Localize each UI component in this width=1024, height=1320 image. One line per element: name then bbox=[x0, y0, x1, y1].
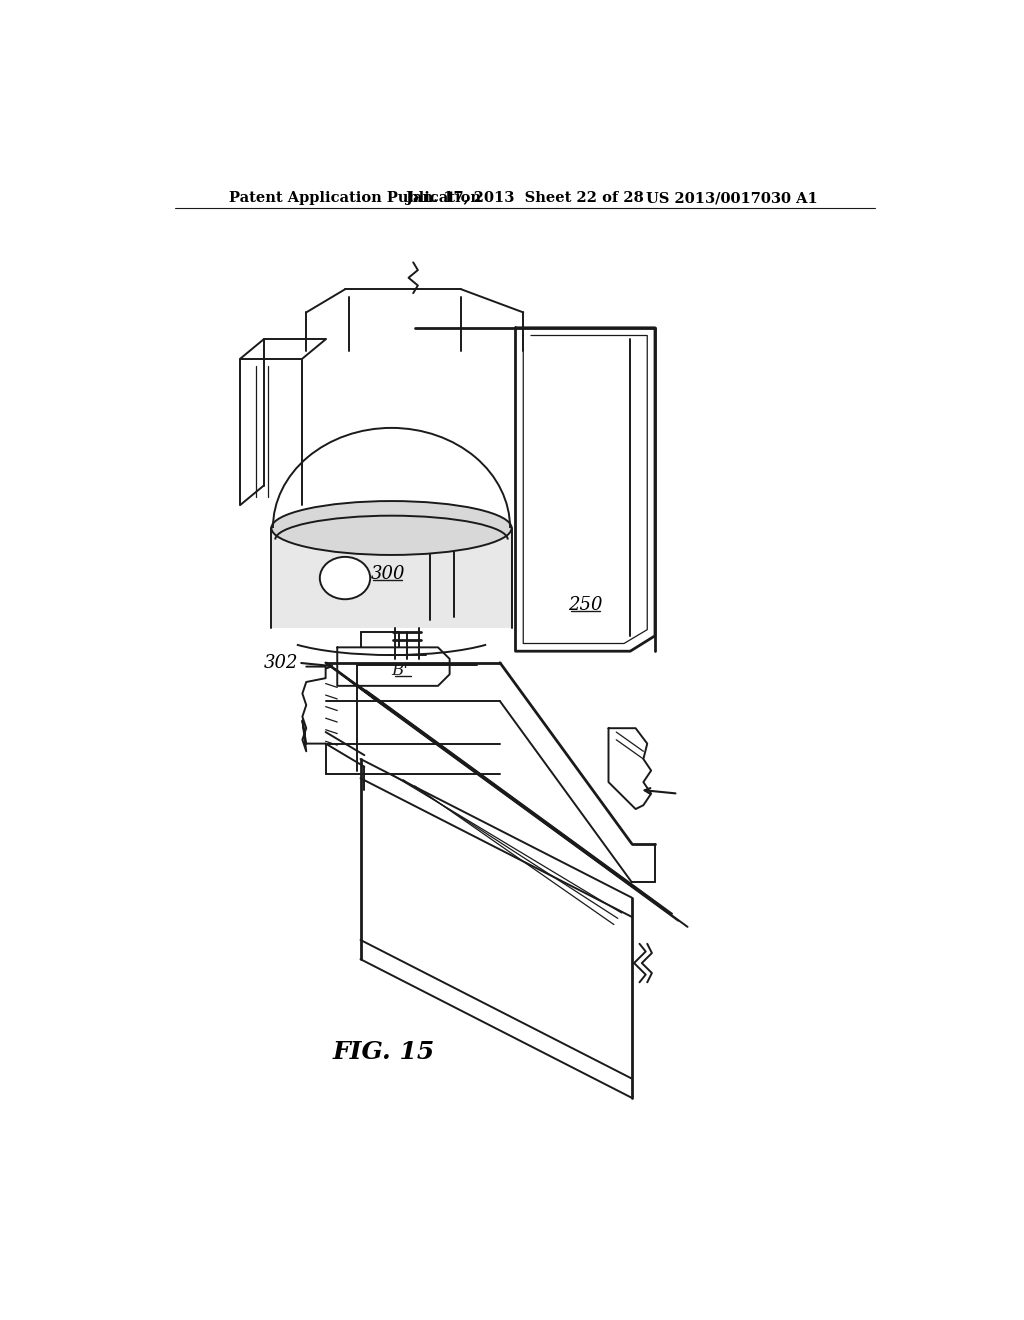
Ellipse shape bbox=[271, 502, 512, 554]
Text: Patent Application Publication: Patent Application Publication bbox=[228, 191, 480, 206]
Bar bbox=[271, 528, 512, 628]
Text: 250: 250 bbox=[568, 597, 602, 614]
Text: Jan. 17, 2013  Sheet 22 of 28: Jan. 17, 2013 Sheet 22 of 28 bbox=[406, 191, 644, 206]
Text: 300: 300 bbox=[371, 565, 404, 583]
Ellipse shape bbox=[319, 557, 371, 599]
Text: B': B' bbox=[391, 661, 408, 678]
Text: US 2013/0017030 A1: US 2013/0017030 A1 bbox=[646, 191, 818, 206]
Text: FIG. 15: FIG. 15 bbox=[333, 1040, 435, 1064]
Text: 302: 302 bbox=[263, 653, 298, 672]
